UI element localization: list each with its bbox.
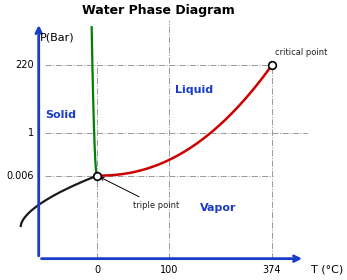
- Text: 0: 0: [94, 265, 100, 275]
- Text: 220: 220: [16, 60, 34, 70]
- Text: T (°C): T (°C): [311, 265, 343, 275]
- Text: Liquid: Liquid: [175, 85, 213, 95]
- Title: Water Phase Diagram: Water Phase Diagram: [82, 4, 235, 17]
- Text: 1: 1: [28, 128, 34, 138]
- Text: Vapor: Vapor: [200, 203, 236, 213]
- Text: 100: 100: [160, 265, 178, 275]
- Text: 374: 374: [263, 265, 281, 275]
- Text: triple point: triple point: [101, 178, 179, 210]
- Text: critical point: critical point: [275, 48, 327, 57]
- Text: Solid: Solid: [46, 110, 77, 120]
- Text: P(Bar): P(Bar): [40, 32, 75, 42]
- Text: 0.006: 0.006: [7, 171, 34, 181]
